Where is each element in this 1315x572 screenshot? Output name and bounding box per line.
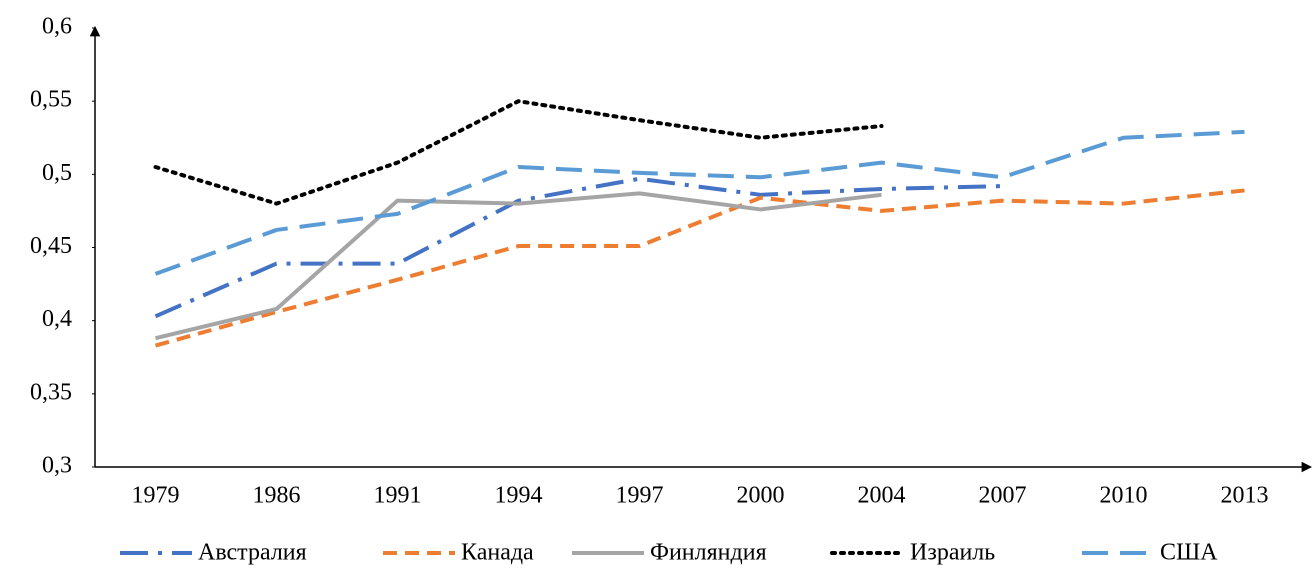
x-tick-label: 1997 [616,483,664,509]
y-tick-label: 0,3 [42,453,72,479]
legend-label: Израиль [910,540,995,566]
x-tick-label: 1994 [495,483,543,509]
y-tick-label: 0,55 [30,87,72,113]
x-tick-label: 2010 [1100,483,1148,509]
legend-label: Канада [461,540,534,566]
x-tick-label: 1979 [132,483,180,509]
x-tick-label: 1986 [253,483,301,509]
x-tick-label: 1991 [374,483,422,509]
y-tick-label: 0,5 [42,160,72,186]
x-tick-label: 2007 [979,483,1027,509]
y-tick-label: 0,6 [42,14,72,40]
y-tick-label: 0,35 [30,379,72,405]
series-line [155,191,882,341]
y-tick-label: 0,45 [30,233,72,259]
series-line [154,176,1003,319]
legend-label: США [1160,540,1218,566]
series-line [153,99,884,206]
x-tick-label: 2000 [737,483,785,509]
y-tick-label: 0,4 [42,306,72,332]
series-line [154,188,1245,348]
x-tick-label: 2004 [858,483,906,509]
x-tick-label: 2013 [1221,483,1269,509]
legend-label: Австралия [198,540,307,566]
series-line [154,129,1245,276]
legend-label: Финляндия [650,540,767,566]
